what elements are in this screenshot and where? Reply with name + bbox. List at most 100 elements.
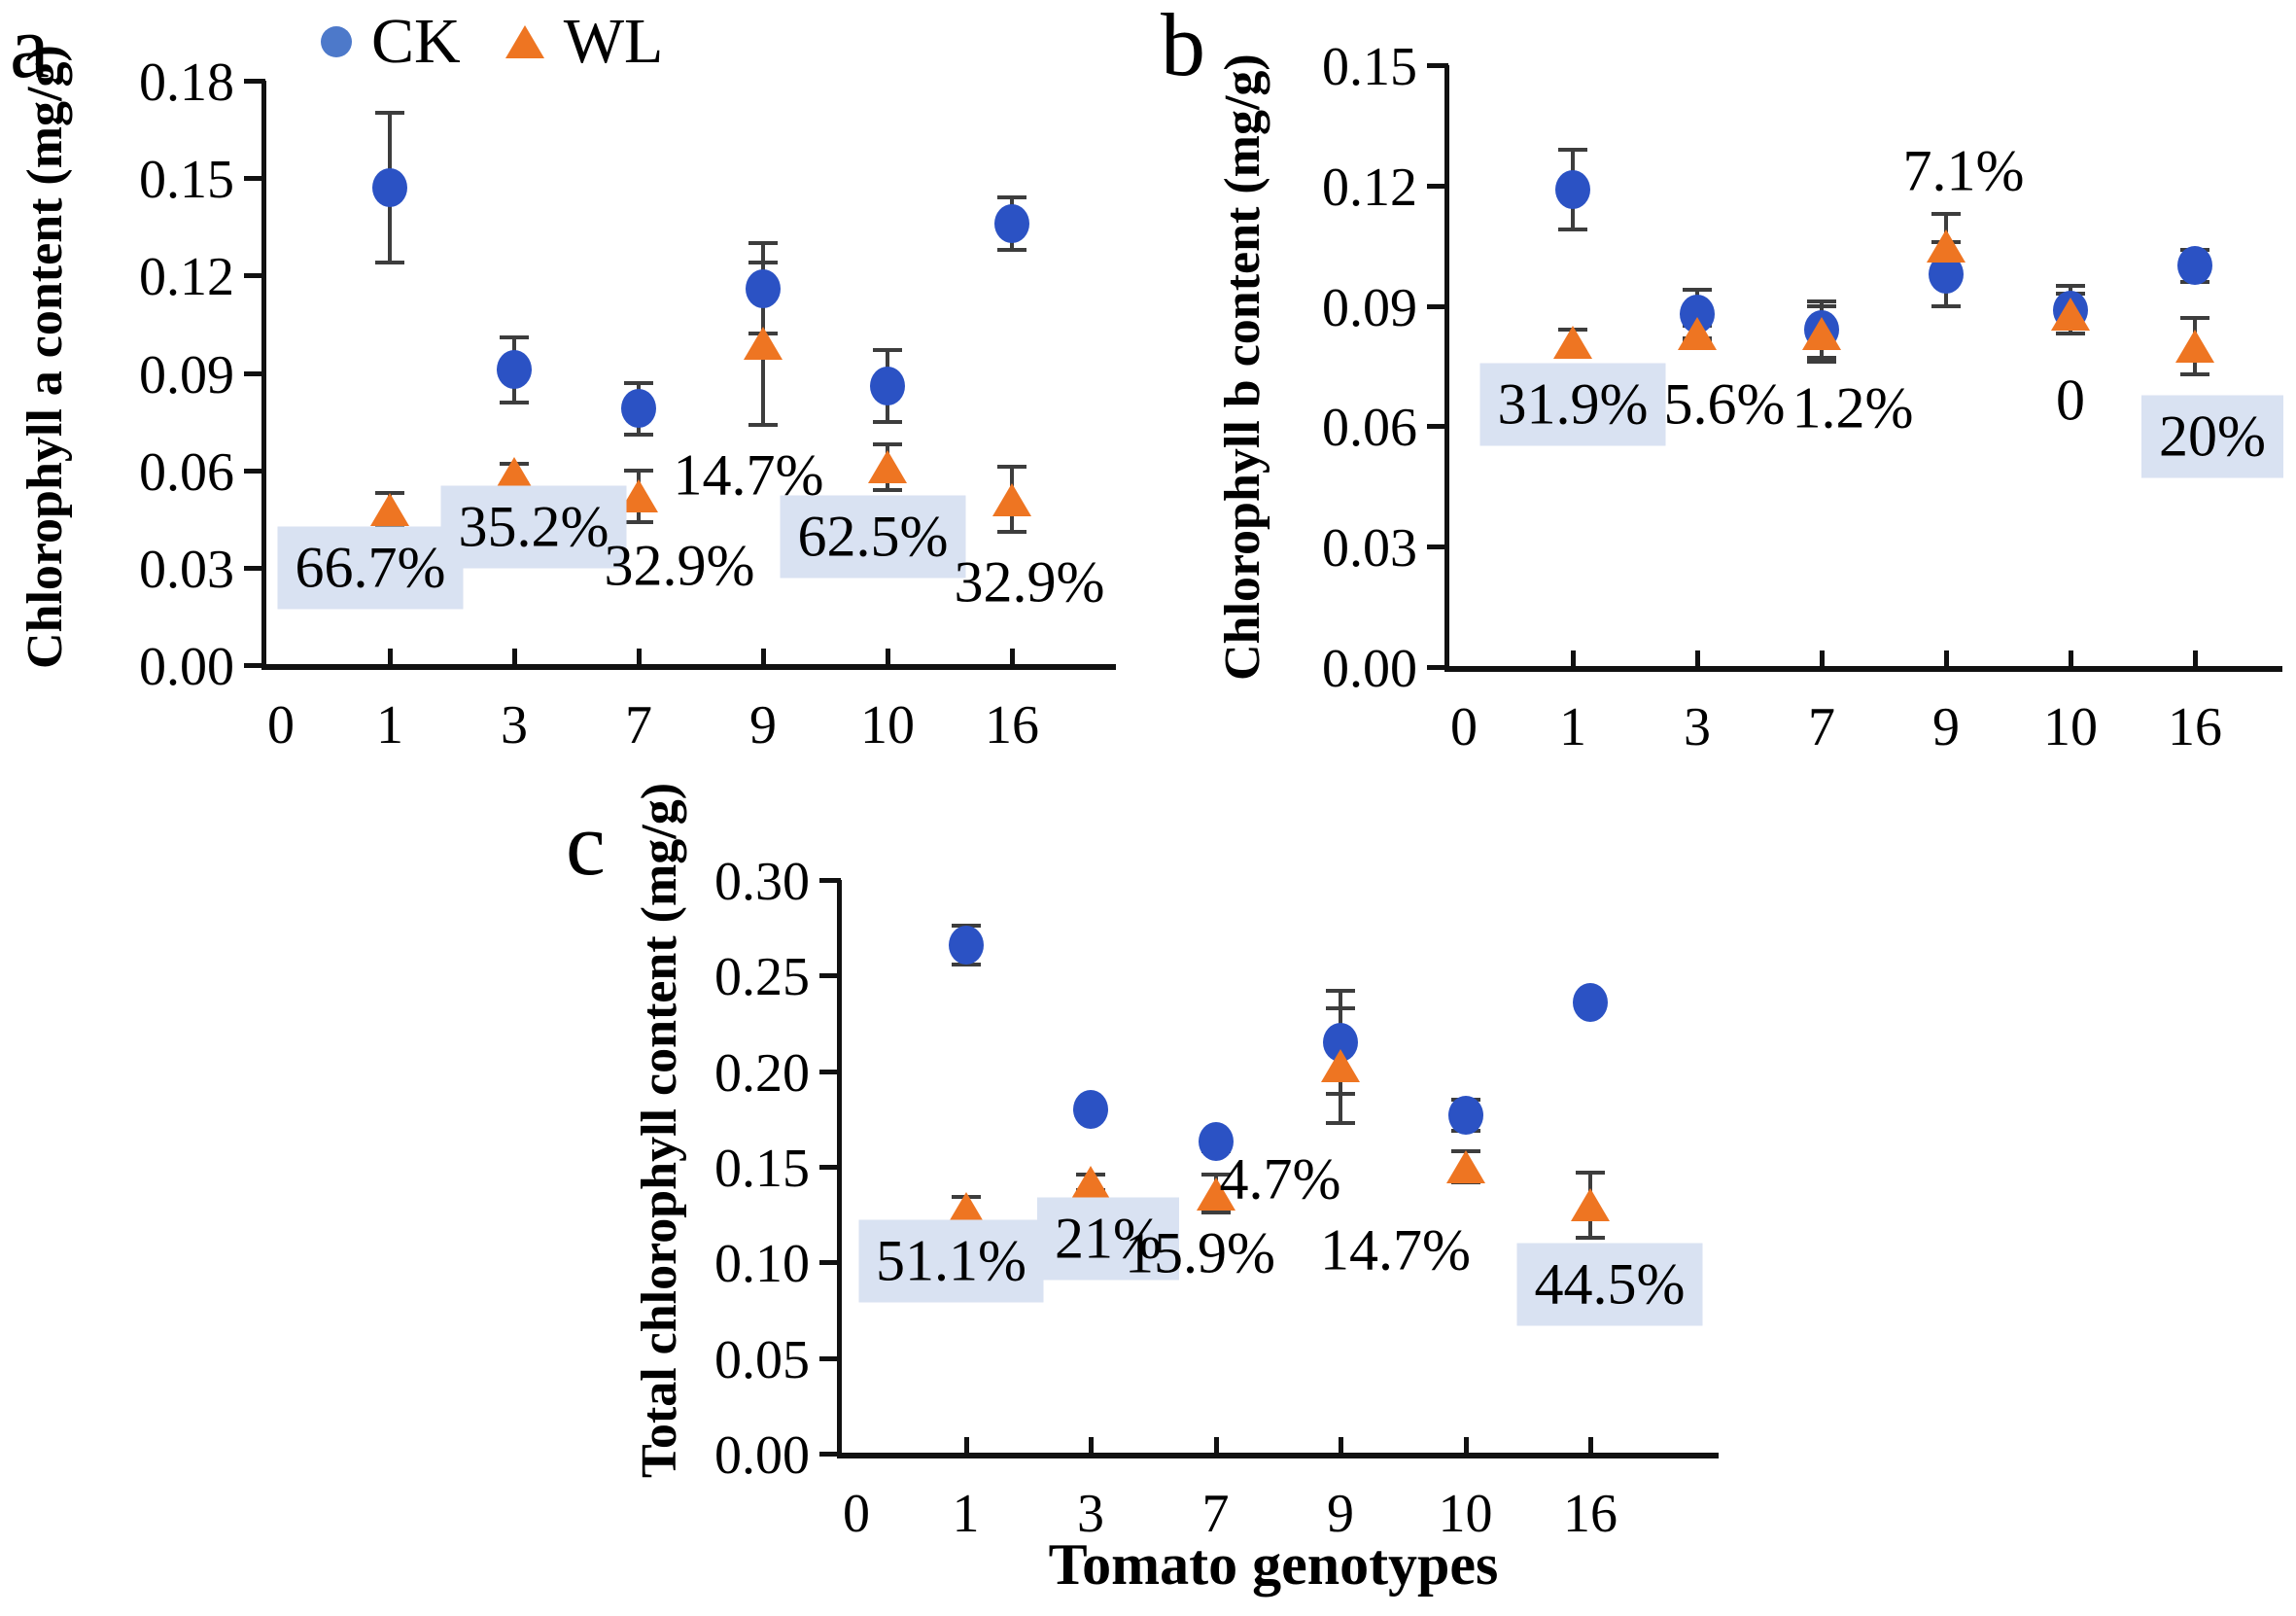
ck-data-point [621, 389, 656, 429]
x-tick-label: 16 [1563, 1484, 1618, 1544]
wl-error-cap [1807, 360, 1836, 365]
wl-error-cap [1576, 1170, 1605, 1175]
ck-error-cap [1326, 989, 1355, 994]
wl-data-point [1196, 1177, 1235, 1211]
ck-error-cap [375, 260, 404, 264]
y-tick [1427, 63, 1448, 68]
x-tick [1588, 1437, 1593, 1454]
ck-data-point [1073, 1090, 1108, 1129]
x-tick [512, 649, 517, 665]
ck-error-cap [1683, 288, 1712, 293]
y-tick [1427, 303, 1448, 309]
wl-error-cap [997, 465, 1026, 470]
percent-annotation: 14.7% [1320, 1217, 1471, 1282]
y-tick-label: 0.12 [1322, 157, 1417, 218]
wl-data-point [2051, 297, 2090, 331]
y-tick-label: 0.18 [139, 53, 234, 113]
y-tick-label: 0.25 [714, 947, 810, 1008]
legend-ck-label: CK [371, 6, 461, 77]
wl-error-cap [873, 487, 902, 492]
y-tick [819, 1452, 841, 1457]
y-tick [244, 370, 265, 376]
y-tick-label: 0.06 [139, 441, 234, 503]
wl-error-cap [873, 441, 902, 446]
x-tick-label: 3 [1684, 697, 1711, 757]
x-tick-label: 10 [2043, 697, 2098, 757]
ck-error-cap [500, 400, 529, 404]
panel-b-label: b [1161, 0, 1205, 94]
x-tick [388, 649, 393, 665]
x-tick-label: 0 [843, 1484, 870, 1544]
y-tick [244, 565, 265, 571]
wl-data-point [495, 457, 534, 490]
ck-data-point [746, 268, 781, 308]
wl-error-cap [1326, 1120, 1355, 1125]
y-tick [819, 1165, 841, 1170]
wl-data-point [1802, 317, 1841, 351]
x-tick [637, 649, 642, 665]
x-tick [886, 649, 890, 665]
x-tick-label: 3 [1077, 1484, 1104, 1544]
percent-annotation: 44.5% [1516, 1243, 1703, 1326]
panel-c-label: c [566, 794, 606, 894]
ck-data-point [1573, 982, 1608, 1022]
wl-error-cap [1931, 211, 1961, 216]
wl-error-cap [2180, 371, 2209, 376]
wl-data-point [1553, 325, 1592, 359]
x-axis-title: Tomato genotypes [1048, 1532, 1499, 1597]
x-tick [761, 649, 766, 665]
ck-data-point [497, 350, 532, 390]
wl-data-point [992, 482, 1031, 516]
panel-c-x-axis [837, 1453, 1719, 1458]
ck-circle-marker-icon [321, 26, 352, 57]
wl-data-point [1445, 1150, 1485, 1183]
panel-b-x-axis [1444, 666, 2282, 672]
y-tick [244, 79, 265, 84]
wl-error-cap [2180, 315, 2209, 320]
x-tick [1089, 1437, 1094, 1454]
x-tick-label: 1 [1559, 697, 1586, 757]
y-tick-label: 0.15 [714, 1139, 810, 1199]
ck-error-cap [2056, 283, 2085, 288]
ck-data-point [1447, 1095, 1483, 1135]
y-tick [244, 663, 265, 668]
y-tick-label: 0.15 [1322, 37, 1417, 97]
ck-error-cap [997, 247, 1026, 252]
wl-data-point [946, 1192, 986, 1226]
x-tick-label: 7 [1201, 1484, 1230, 1544]
ck-data-point [372, 168, 407, 208]
y-tick-label: 0.12 [139, 247, 234, 308]
wl-error-cap [2056, 332, 2085, 336]
ck-error-cap [500, 334, 529, 339]
x-tick [1820, 650, 1825, 667]
x-tick-label: 7 [1808, 697, 1835, 757]
y-tick [1427, 545, 1448, 550]
y-tick [819, 878, 841, 883]
y-tick [819, 973, 841, 979]
percent-annotation: 51.1% [858, 1219, 1044, 1303]
percent-annotation: 1.2% [1792, 375, 1914, 440]
percent-annotation: 20% [2141, 395, 2283, 478]
wl-data-point [744, 327, 783, 361]
ck-data-point [948, 925, 984, 965]
ck-error-cap [375, 111, 404, 116]
ck-data-point [870, 366, 905, 405]
wl-error-cap [1576, 1235, 1605, 1240]
y-tick [819, 1069, 841, 1074]
x-tick [2069, 650, 2073, 667]
x-tick [963, 1437, 969, 1454]
y-tick-label: 0.15 [139, 150, 234, 211]
x-tick-label: 3 [501, 695, 528, 755]
percent-annotation: 31.9% [1479, 363, 1666, 446]
wl-error-cap [1200, 1172, 1231, 1177]
x-tick-label: 9 [1932, 697, 1960, 757]
x-tick-label: 1 [376, 695, 403, 755]
percent-annotation: 21% [1037, 1197, 1179, 1281]
x-tick [1463, 1437, 1469, 1454]
ck-error-cap [873, 419, 902, 424]
ck-error-cap [748, 240, 778, 245]
y-tick-label: 0.30 [714, 852, 810, 912]
x-tick-label: 9 [749, 695, 777, 755]
percent-annotation: 15.9% [1125, 1220, 1275, 1285]
wl-error-cap [624, 468, 653, 473]
